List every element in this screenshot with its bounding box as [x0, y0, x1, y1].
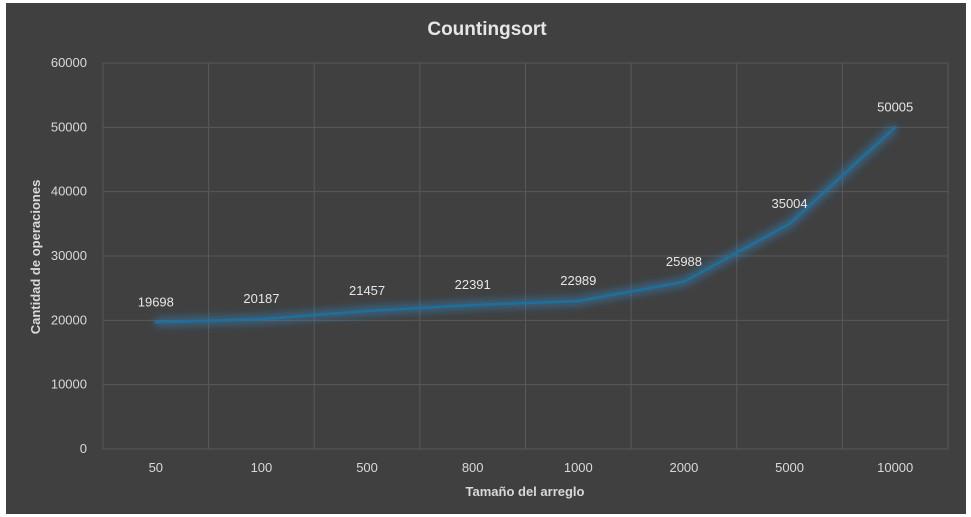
x-tick-label: 10000	[877, 460, 913, 475]
data-point	[682, 280, 686, 284]
data-point	[788, 222, 792, 226]
data-label: 20187	[243, 291, 279, 306]
data-label: 21457	[349, 283, 385, 298]
data-point	[154, 320, 158, 324]
data-point	[893, 125, 897, 129]
x-axis-ticks: 50 100 500 800 1000 2000 5000 10000	[149, 460, 914, 475]
y-tick-label: 0	[80, 441, 87, 456]
series-line	[154, 123, 899, 327]
y-axis-ticks: 0 10000 20000 30000 40000 50000 60000	[51, 55, 87, 456]
x-tick-label: 800	[462, 460, 484, 475]
data-point	[259, 317, 263, 321]
y-tick-label: 50000	[51, 119, 87, 134]
gridlines	[102, 62, 949, 450]
data-labels: 19698 20187 21457 22391 22989 25988 35004 50005	[138, 99, 914, 309]
data-label: 25988	[666, 254, 702, 269]
chart-area	[6, 3, 966, 514]
data-label: 35004	[771, 196, 807, 211]
x-tick-label: 50	[149, 460, 163, 475]
data-label: 50005	[877, 99, 913, 114]
x-tick-label: 5000	[775, 460, 804, 475]
data-point	[576, 299, 580, 303]
y-axis-label: Cantidad de operaciones	[28, 180, 43, 335]
y-tick-label: 30000	[51, 248, 87, 263]
x-axis-label: Tamaño del arreglo	[466, 484, 585, 499]
data-point	[471, 303, 475, 307]
y-tick-label: 40000	[51, 184, 87, 199]
y-tick-label: 20000	[51, 312, 87, 327]
x-tick-label: 100	[251, 460, 273, 475]
data-point	[365, 309, 369, 313]
x-tick-label: 2000	[669, 460, 698, 475]
series-path	[154, 126, 897, 324]
y-tick-label: 10000	[51, 377, 87, 392]
data-label: 19698	[138, 294, 174, 309]
x-tick-label: 500	[356, 460, 378, 475]
chart-title: Countingsort	[427, 19, 547, 40]
data-label: 22989	[560, 273, 596, 288]
y-tick-label: 60000	[51, 55, 87, 70]
data-label: 22391	[455, 277, 491, 292]
x-tick-label: 1000	[564, 460, 593, 475]
